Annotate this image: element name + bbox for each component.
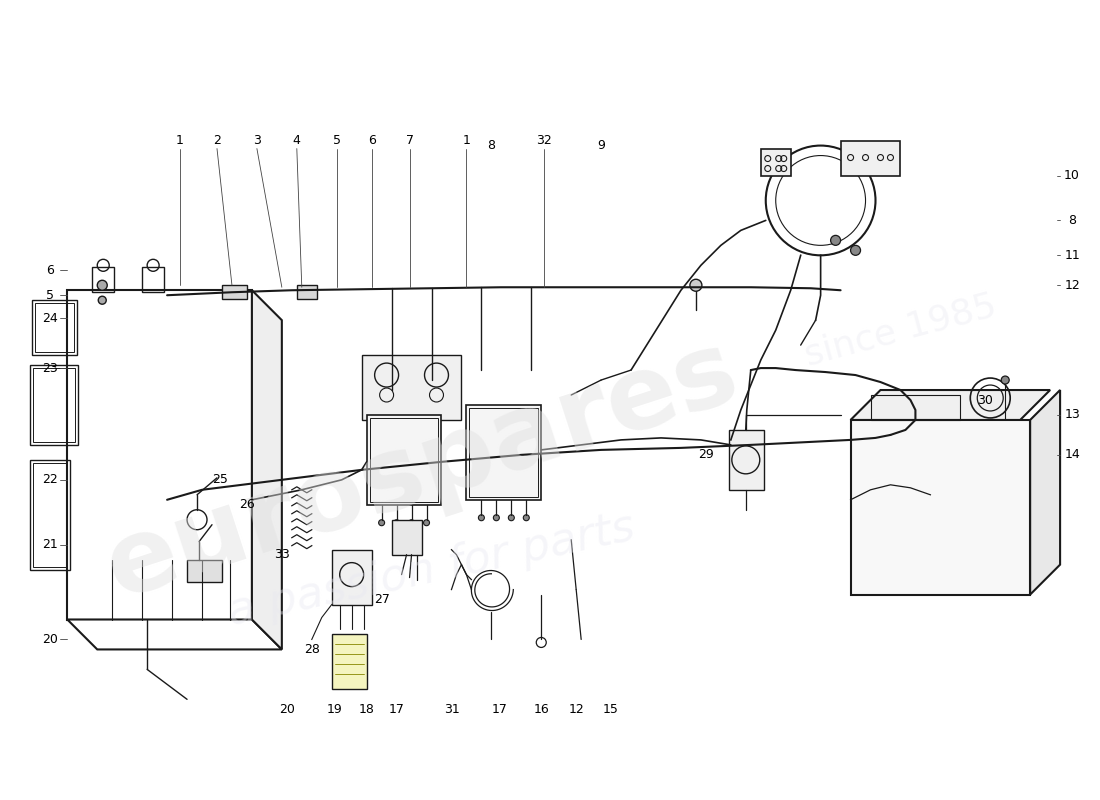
Circle shape	[850, 246, 860, 255]
Circle shape	[478, 514, 484, 521]
Bar	[67, 290, 252, 619]
Circle shape	[508, 514, 515, 521]
Bar	[466, 405, 541, 500]
Text: 29: 29	[698, 448, 714, 462]
Text: 6: 6	[367, 134, 375, 147]
Bar	[850, 420, 1031, 594]
Bar	[470, 408, 538, 497]
Text: 19: 19	[327, 703, 342, 716]
Text: 3: 3	[253, 134, 261, 147]
Text: 33: 33	[274, 548, 289, 561]
Bar	[187, 560, 222, 582]
Text: 13: 13	[1064, 409, 1080, 422]
Circle shape	[97, 280, 107, 290]
Text: 28: 28	[304, 643, 320, 656]
Text: 20: 20	[43, 633, 58, 646]
Circle shape	[830, 235, 840, 246]
Polygon shape	[252, 290, 282, 650]
Bar	[370, 418, 439, 502]
Bar	[33, 463, 67, 566]
Text: 30: 30	[977, 394, 993, 406]
Text: 5: 5	[332, 134, 341, 147]
Text: 12: 12	[1064, 278, 1080, 292]
Bar	[392, 520, 421, 554]
Circle shape	[408, 520, 415, 526]
Bar	[31, 460, 70, 570]
Text: 18: 18	[359, 703, 375, 716]
Bar	[32, 300, 77, 355]
Text: 26: 26	[239, 498, 255, 511]
Text: 4: 4	[293, 134, 300, 147]
Text: 14: 14	[1064, 448, 1080, 462]
Text: 9: 9	[597, 139, 605, 152]
Polygon shape	[850, 390, 1050, 420]
Bar	[870, 395, 960, 420]
Text: 8: 8	[1068, 214, 1076, 227]
Text: 32: 32	[537, 134, 552, 147]
Circle shape	[524, 514, 529, 521]
Bar	[92, 267, 114, 292]
Bar	[35, 303, 75, 352]
Text: 31: 31	[443, 703, 460, 716]
Text: 10: 10	[1064, 169, 1080, 182]
Bar	[332, 634, 366, 690]
Text: 27: 27	[374, 593, 389, 606]
Circle shape	[494, 514, 499, 521]
Text: 2: 2	[213, 134, 221, 147]
Bar	[362, 355, 461, 420]
Bar	[142, 267, 164, 292]
Text: a passion for parts: a passion for parts	[224, 506, 639, 634]
Circle shape	[1001, 376, 1009, 384]
Text: 5: 5	[46, 289, 54, 302]
Text: 20: 20	[279, 703, 295, 716]
Bar	[332, 550, 372, 605]
Text: 22: 22	[43, 474, 58, 486]
Circle shape	[378, 520, 385, 526]
Bar	[729, 430, 763, 490]
Text: 24: 24	[43, 312, 58, 325]
Text: 17: 17	[492, 703, 507, 716]
Text: 8: 8	[487, 139, 495, 152]
Text: 21: 21	[43, 538, 58, 551]
Text: 23: 23	[43, 362, 58, 374]
Bar	[31, 365, 78, 445]
Polygon shape	[67, 619, 282, 650]
Text: 25: 25	[212, 474, 228, 486]
Circle shape	[98, 296, 107, 304]
Text: 17: 17	[388, 703, 405, 716]
Polygon shape	[761, 149, 791, 175]
Circle shape	[690, 279, 702, 291]
Text: since 1985: since 1985	[801, 288, 1000, 372]
Text: 11: 11	[1064, 249, 1080, 262]
Bar	[33, 368, 75, 442]
Circle shape	[394, 520, 399, 526]
Text: 16: 16	[534, 703, 549, 716]
Text: 1: 1	[176, 134, 184, 147]
Text: eurospares: eurospares	[92, 320, 750, 619]
Circle shape	[424, 520, 429, 526]
Text: 6: 6	[46, 264, 54, 277]
Text: 1: 1	[462, 134, 471, 147]
Bar	[222, 286, 246, 299]
Text: 7: 7	[406, 134, 414, 147]
Text: 12: 12	[569, 703, 584, 716]
Bar	[366, 415, 441, 505]
Text: 15: 15	[603, 703, 619, 716]
Polygon shape	[840, 141, 901, 175]
Polygon shape	[1031, 390, 1060, 594]
Bar	[297, 286, 317, 299]
